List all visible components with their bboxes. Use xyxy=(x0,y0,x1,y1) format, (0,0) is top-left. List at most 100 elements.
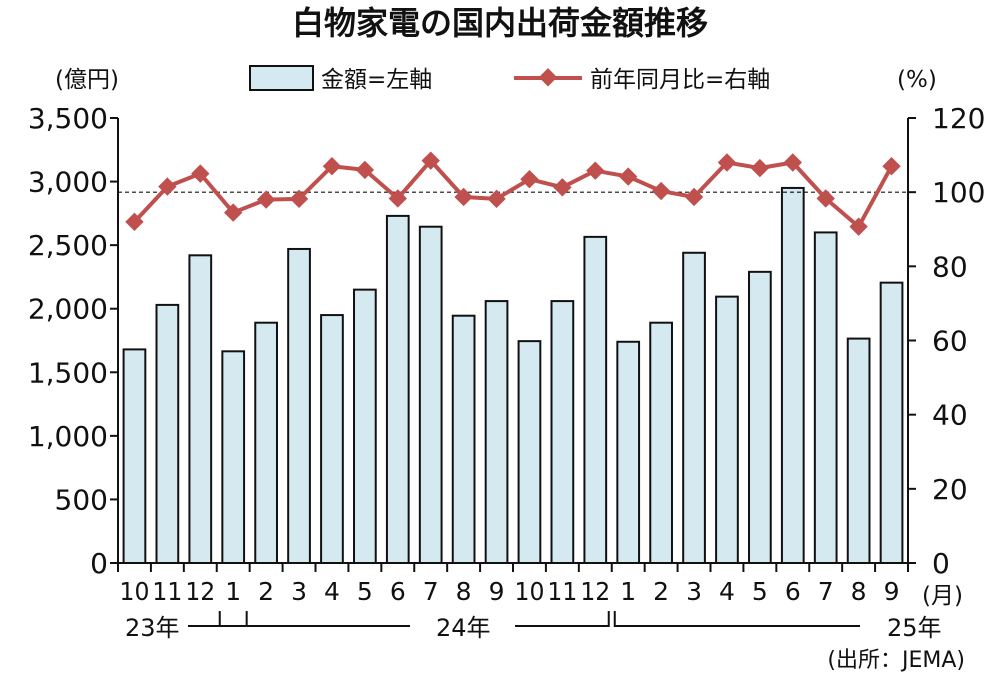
line-point xyxy=(619,167,638,186)
y-right-tick-label: 20 xyxy=(932,473,968,506)
line-point xyxy=(191,164,210,183)
bar xyxy=(616,340,641,564)
x-tick-label: 12 xyxy=(580,577,610,606)
bar xyxy=(583,235,608,564)
bar xyxy=(353,288,377,564)
legend-line-label: 前年同月比=右軸 xyxy=(590,67,770,93)
y-left-tick-label: 0 xyxy=(90,547,108,580)
x-tick-label: 10 xyxy=(120,577,150,606)
bar xyxy=(879,281,904,564)
y-left-tick-label: 2,000 xyxy=(28,293,108,326)
bar xyxy=(188,254,213,564)
x-tick-label: 8 xyxy=(851,577,867,606)
y-right-tick-label: 40 xyxy=(932,399,968,432)
line-point xyxy=(158,177,177,196)
x-axis: 10 11 12 1 2 3 4 5 6 7 8 9 10 11 12 1 2 3 4 5 6 7 8 9 xyxy=(117,562,909,606)
line-point xyxy=(520,169,539,189)
line-point xyxy=(421,151,440,170)
line-point xyxy=(717,153,737,172)
bar xyxy=(780,186,805,565)
x-tick-label: 6 xyxy=(785,577,801,606)
x-tick-label: 9 xyxy=(489,577,505,606)
year-label-25: 25年 xyxy=(887,614,942,642)
line-point xyxy=(684,187,704,207)
bar xyxy=(484,300,509,564)
x-tick-label: 12 xyxy=(185,577,215,606)
x-tick-label: 1 xyxy=(620,577,636,606)
year-bracket-25 xyxy=(613,611,860,627)
line-point xyxy=(256,190,276,209)
bar xyxy=(550,300,575,564)
line-point xyxy=(586,161,605,180)
bar xyxy=(287,247,311,564)
x-tick-label: 4 xyxy=(324,577,340,606)
bar xyxy=(649,321,673,565)
line-point xyxy=(224,203,243,222)
x-tick-label: 2 xyxy=(653,577,669,606)
x-tick-label: 3 xyxy=(686,577,702,606)
line-point xyxy=(849,217,868,236)
y-right-tick-label: 100 xyxy=(932,176,985,209)
year-label-24: 24年 xyxy=(436,614,491,642)
x-tick-label: 3 xyxy=(291,577,307,606)
x-tick-label: 1 xyxy=(225,577,241,606)
line-point xyxy=(289,189,309,209)
bar xyxy=(418,225,443,564)
y-left-unit: (億円) xyxy=(55,67,119,93)
y-left-tick-label: 2,500 xyxy=(28,229,108,262)
bar xyxy=(122,348,147,564)
x-tick-label: 11 xyxy=(547,577,577,606)
y-left-tick-label: 500 xyxy=(55,483,108,516)
x-tick-label: 8 xyxy=(456,577,472,606)
y-left-axis: 0 500 1,000 1,500 2,000 2,500 3,000 3,500 xyxy=(28,102,119,580)
bar xyxy=(451,314,476,565)
y-right-axis: 0 20 40 60 80 100 120 xyxy=(907,102,985,580)
line-point xyxy=(816,189,835,208)
line-point xyxy=(882,157,901,176)
legend-bar-swatch xyxy=(249,65,314,91)
bar xyxy=(320,314,344,565)
x-tick-label: 5 xyxy=(752,577,768,606)
year-bracket-24-left xyxy=(218,611,410,627)
year-bracket-24-right xyxy=(515,611,610,627)
x-tick-label: 9 xyxy=(884,577,900,606)
bar xyxy=(385,214,410,564)
bar xyxy=(155,303,180,564)
bar xyxy=(715,295,739,564)
x-tick-label: 4 xyxy=(719,577,735,606)
legend-bar-label: 金額=左軸 xyxy=(321,67,432,93)
x-tick-label: 6 xyxy=(390,577,406,606)
line-series xyxy=(125,151,901,236)
y-right-tick-label: 80 xyxy=(932,250,968,283)
source-note: (出所：JEMA) xyxy=(827,648,965,673)
y-right-tick-label: 120 xyxy=(932,102,985,135)
x-unit: (月) xyxy=(922,583,963,609)
x-tick-label: 5 xyxy=(357,577,373,606)
line-point xyxy=(553,178,572,197)
y-right-tick-label: 60 xyxy=(932,325,968,358)
x-tick-label: 2 xyxy=(258,577,274,606)
year-brackets: 23年 24年 25年 xyxy=(125,611,942,642)
line-point xyxy=(750,158,770,178)
line-point xyxy=(651,181,671,201)
year-label-23: 23年 xyxy=(125,614,180,642)
legend: 金額=左軸 前年同月比=右軸 xyxy=(249,65,770,93)
y-left-tick-label: 3,500 xyxy=(28,102,108,135)
line-point xyxy=(454,187,473,207)
bar xyxy=(846,337,871,565)
y-left-tick-label: 3,000 xyxy=(28,166,108,199)
bar xyxy=(813,231,838,565)
x-tick-label: 7 xyxy=(423,577,439,606)
bar xyxy=(682,251,706,564)
y-left-tick-label: 1,000 xyxy=(28,420,108,453)
y-right-unit: (%) xyxy=(897,67,937,93)
bar xyxy=(517,340,542,564)
x-tick-label: 7 xyxy=(818,577,834,606)
bar xyxy=(221,350,246,564)
line-point xyxy=(322,157,342,176)
legend-line-marker xyxy=(538,68,558,87)
line-point xyxy=(783,153,802,172)
line-point xyxy=(355,160,375,180)
line-point xyxy=(487,189,506,209)
